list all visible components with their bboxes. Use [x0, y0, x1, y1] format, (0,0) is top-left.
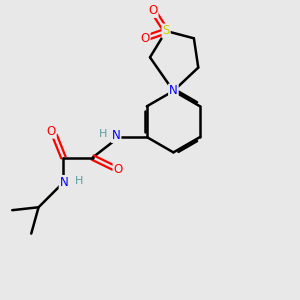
- Text: S: S: [162, 25, 170, 38]
- Text: O: O: [46, 125, 56, 138]
- Text: H: H: [75, 176, 84, 186]
- Text: N: N: [112, 129, 121, 142]
- Text: N: N: [169, 85, 178, 98]
- Text: N: N: [60, 176, 68, 189]
- Text: O: O: [148, 4, 158, 17]
- Text: H: H: [99, 128, 107, 139]
- Text: O: O: [113, 163, 123, 176]
- Text: O: O: [140, 32, 150, 45]
